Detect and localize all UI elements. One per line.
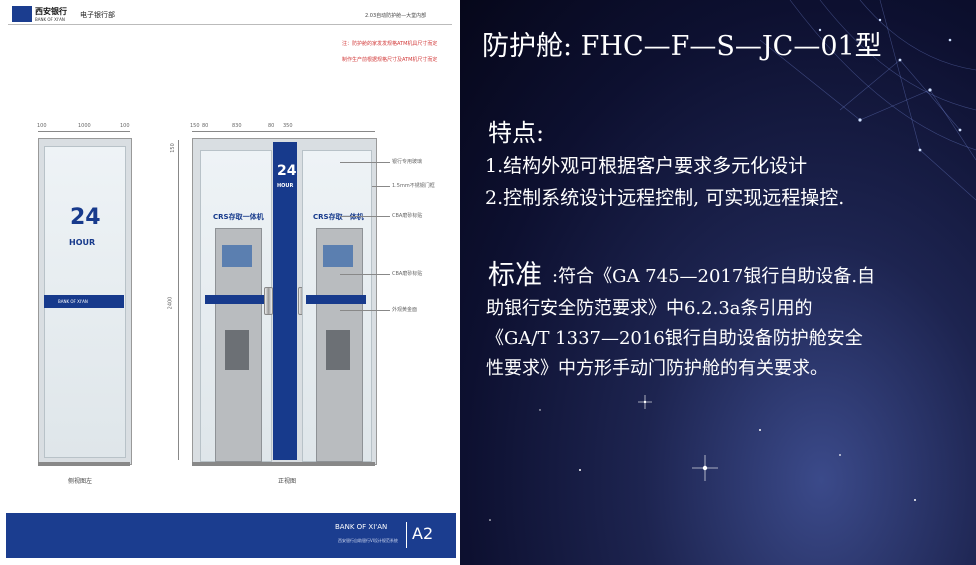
callout-line-2 xyxy=(372,186,390,187)
callout-3: CBA磨砂标贴 xyxy=(392,213,423,219)
header-logo xyxy=(12,6,32,22)
callout-1: 银行专用玻璃 xyxy=(392,159,423,165)
header-right-label: 2.03自动防护舱—大堂内部 xyxy=(365,13,427,19)
standard-heading: 标准 xyxy=(488,260,542,291)
standard-line-3: 《GA/T 1337—2016银行自助设备防护舱安全 xyxy=(486,328,863,349)
callout-line-1 xyxy=(340,162,390,163)
front-dim-5: 350 xyxy=(283,123,293,129)
header-rule xyxy=(8,24,452,25)
left-door-handle xyxy=(264,287,273,315)
front-dim-3: 830 xyxy=(232,123,242,129)
callout-line-5 xyxy=(340,310,390,311)
height-dim-line xyxy=(178,140,179,460)
note-line-2: 制作生产前根据规格尺寸及ATM机尺寸而定 xyxy=(342,57,438,63)
side-24-text: 24 xyxy=(70,205,101,230)
standard-line-1: :符合《GA 745—2017银行自助设备.自 xyxy=(552,266,876,287)
standard-line-2: 助银行安全防范要求》中6.2.3a条引用的 xyxy=(486,298,813,319)
side-dim-line xyxy=(38,131,130,132)
note-line-1: 注：防护舱的家发发规格ATM机具尺寸而定 xyxy=(342,41,438,47)
network-decoration xyxy=(489,0,976,521)
top-dim: 150 xyxy=(169,143,176,153)
center-24-text: 24 xyxy=(277,163,297,179)
logo-en: BANK OF XI'AN xyxy=(35,17,65,22)
front-caption: 正视图 xyxy=(278,478,297,485)
callout-4: CBA磨砂标贴 xyxy=(392,271,423,277)
right-atm-keypad xyxy=(326,330,350,370)
callout-2: 1.5mm不锈钢门框 xyxy=(392,183,435,189)
side-bank-text: BANK OF XI'AN xyxy=(58,299,88,304)
right-atm-screen xyxy=(323,245,353,267)
logo-cn: 西安银行 xyxy=(35,7,67,16)
center-hour-text: HOUR xyxy=(277,183,294,189)
height-dim: 2400 xyxy=(167,296,174,310)
side-view-base xyxy=(38,462,130,466)
spec-text-slide: 防护舱: FHC—F—S—JC—01型 特点: 1.结构外观可根据客户要求多元化… xyxy=(460,0,976,565)
left-crs-label: CRS存取一体机 xyxy=(213,213,264,221)
center-brand-column xyxy=(273,142,297,460)
front-view-base xyxy=(192,462,375,466)
callout-line-3 xyxy=(340,216,390,217)
slide-title: 防护舱: FHC—F—S—JC—01型 xyxy=(482,31,882,62)
footer-bank-name: BANK OF XI'AN xyxy=(335,523,388,531)
right-atm-band xyxy=(306,295,366,304)
side-hour-text: HOUR xyxy=(69,238,96,247)
feature-item-1: 1.结构外观可根据客户要求多元化设计 xyxy=(485,155,808,177)
standard-line-4: 性要求》中方形手动门防护舱的有关要求。 xyxy=(486,358,828,379)
footer-code: A2 xyxy=(412,524,434,543)
side-brand-band xyxy=(44,295,124,308)
callout-5: 外观黄金面 xyxy=(392,307,418,313)
side-dim-1: 100 xyxy=(37,123,47,129)
left-atm-screen xyxy=(222,245,252,267)
left-atm-keypad xyxy=(225,330,249,370)
dept-label: 电子银行部 xyxy=(80,11,115,19)
footer-divider xyxy=(406,522,407,548)
front-dim-line xyxy=(192,131,375,132)
left-atm-band xyxy=(205,295,265,304)
side-dim-2: 1000 xyxy=(78,123,91,129)
side-dim-3: 100 xyxy=(120,123,130,129)
front-dim-4: 80 xyxy=(268,123,275,129)
front-dim-2: 80 xyxy=(202,123,209,129)
right-crs-label: CRS存取一体机 xyxy=(313,213,364,221)
footer-band xyxy=(6,513,456,558)
features-heading: 特点: xyxy=(488,119,545,147)
callout-line-4 xyxy=(340,274,390,275)
front-dim-1: 150 xyxy=(190,123,200,129)
design-drawing-slide: 西安银行 BANK OF XI'AN 电子银行部 2.03自动防护舱—大堂内部 … xyxy=(0,0,460,565)
feature-item-2: 2.控制系统设计远程控制, 可实现远程操控. xyxy=(485,187,845,209)
side-caption: 侧视图左 xyxy=(68,478,93,485)
footer-subtitle: 西安银行自助银行VI设计规范系统 xyxy=(338,538,398,543)
